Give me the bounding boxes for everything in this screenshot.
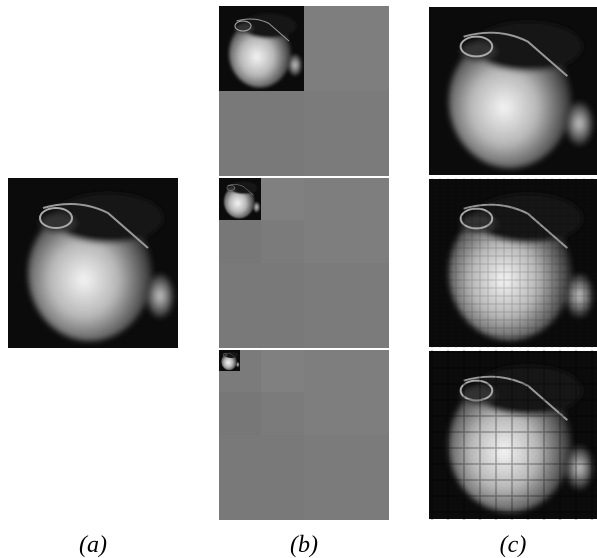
subband bbox=[261, 178, 304, 220]
wavelet-level-3 bbox=[219, 350, 389, 520]
caption: (b) bbox=[290, 532, 318, 558]
approximation bbox=[219, 6, 304, 91]
caption: (c) bbox=[500, 532, 527, 558]
page: {"captions": ["(a)", "(b)", "(c)"]} bbox=[0, 0, 597, 558]
wavelet-level-1 bbox=[219, 6, 389, 176]
subband bbox=[219, 220, 261, 263]
approximation bbox=[219, 350, 240, 371]
subband bbox=[219, 91, 304, 176]
subband bbox=[219, 392, 261, 435]
subband bbox=[219, 435, 304, 520]
subband bbox=[304, 178, 389, 263]
subband bbox=[304, 350, 389, 435]
subband bbox=[219, 263, 304, 348]
subband bbox=[261, 350, 304, 392]
pixel-grid bbox=[429, 350, 597, 520]
figure: (a) (b) (c) bbox=[0, 0, 597, 558]
reconstruction-1 bbox=[429, 7, 597, 175]
caption: (a) bbox=[79, 532, 107, 558]
input-image bbox=[8, 178, 178, 348]
approximation bbox=[219, 178, 261, 220]
pixel-grid bbox=[429, 178, 597, 348]
wavelet-level-2 bbox=[219, 178, 389, 348]
subband bbox=[304, 6, 389, 91]
